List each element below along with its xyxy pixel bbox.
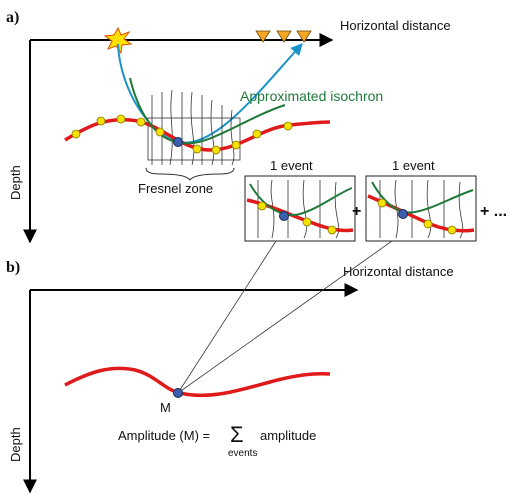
event-2: 1 event + ... xyxy=(365,158,507,242)
formula-rhs: amplitude xyxy=(260,428,316,443)
reflector xyxy=(64,366,331,398)
source-star xyxy=(103,26,133,55)
panel-label: b) xyxy=(6,259,20,276)
isochron-label: Approximated isochron xyxy=(240,88,383,104)
event-label: 1 event xyxy=(392,158,435,173)
point-m xyxy=(173,388,183,398)
panel-b: b) Horizontal distance Depth M Amplitude… xyxy=(6,240,454,494)
fresnel-brace xyxy=(145,167,235,181)
x-axis-label: Horizontal distance xyxy=(340,18,451,33)
fresnel-box xyxy=(147,117,241,161)
x-axis-label: Horizontal distance xyxy=(343,264,454,279)
y-axis-label: Depth xyxy=(8,165,23,200)
traces xyxy=(151,89,235,166)
connector-lines xyxy=(177,240,393,394)
panel-label: a) xyxy=(6,9,19,26)
point-m xyxy=(173,137,183,147)
reflector xyxy=(64,117,331,152)
panel-a: a) Horizontal distance Depth Approximate… xyxy=(6,9,507,244)
formula-lhs: Amplitude (M) = xyxy=(118,428,210,443)
sum-symbol: Σ xyxy=(230,422,244,447)
point-label: M xyxy=(160,400,171,415)
reflection-points xyxy=(71,114,293,155)
sum-index: events xyxy=(228,448,257,459)
y-axis-label: Depth xyxy=(8,427,23,462)
fresnel-label: Fresnel zone xyxy=(138,181,213,196)
receivers xyxy=(255,30,312,43)
plus-ellipsis: + ... xyxy=(480,203,507,220)
plus: + xyxy=(352,203,361,220)
event-label: 1 event xyxy=(270,158,313,173)
event-1: 1 event + xyxy=(244,158,361,242)
